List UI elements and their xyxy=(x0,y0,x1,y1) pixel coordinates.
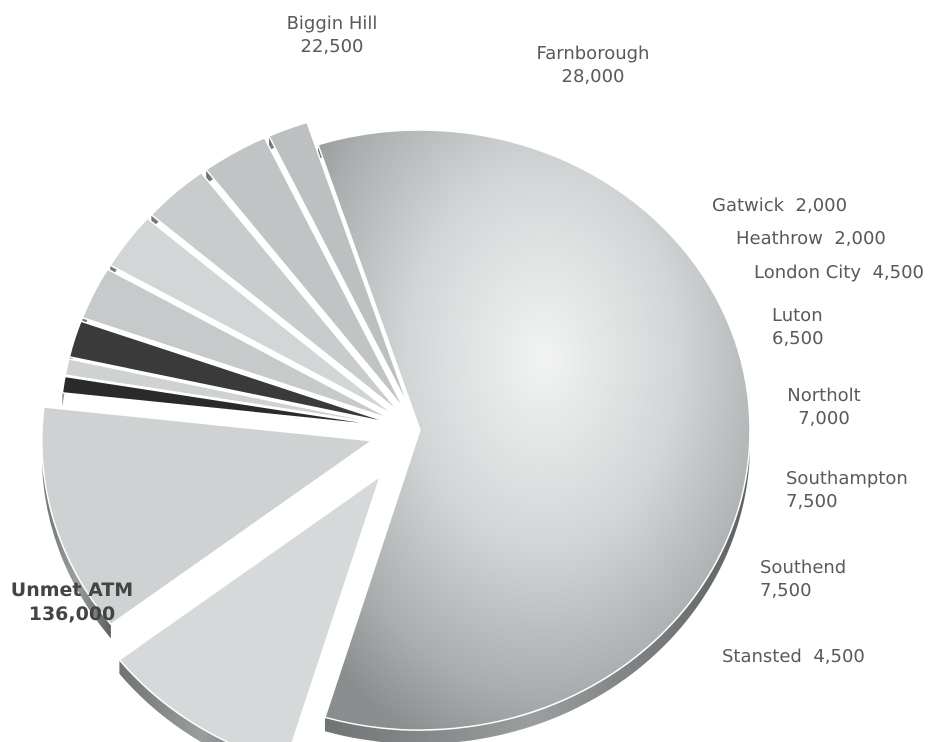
slice-label-northolt: Northolt 7,000 xyxy=(786,384,862,430)
slice-name: Biggin Hill xyxy=(286,13,378,34)
pie-slice-stansted xyxy=(267,121,410,409)
slice-value: 4,500 xyxy=(872,262,924,283)
slice-label-stansted: Stansted 4,500 xyxy=(722,645,865,668)
pie-slice-unmet-atm xyxy=(317,129,751,731)
pie-slice-heathrow xyxy=(64,358,391,427)
pie-slice-farnborough xyxy=(41,406,374,626)
slice-name: Luton xyxy=(772,305,823,326)
slice-label-southend: Southend 7,500 xyxy=(760,556,846,602)
slice-value: 2,000 xyxy=(795,195,848,216)
slice-label-biggin-hill: Biggin Hill 22,500 xyxy=(272,12,392,58)
slice-name: London City xyxy=(754,262,861,283)
pie-slice-southend xyxy=(205,136,406,410)
slice-name: Southampton xyxy=(786,468,908,489)
slice-value: 2,000 xyxy=(834,228,886,249)
slice-label-luton: Luton 6,500 xyxy=(772,304,824,350)
pie-slice-london-city xyxy=(68,320,392,424)
pie-slice-southampton xyxy=(150,171,401,413)
slice-name: Southend xyxy=(760,557,847,578)
slice-value: 6,500 xyxy=(772,328,824,349)
pie-slice-luton xyxy=(81,268,394,421)
slice-name: Unmet ATM xyxy=(10,579,134,601)
slice-name: Gatwick xyxy=(712,195,785,216)
slice-value: 7,500 xyxy=(786,491,838,512)
slice-label-heathrow: Heathrow 2,000 xyxy=(736,227,886,250)
slice-value: 7,500 xyxy=(760,580,812,601)
slice-label-farnborough: Farnborough 28,000 xyxy=(518,42,668,88)
slice-name: Northolt xyxy=(787,385,861,406)
slice-value: 136,000 xyxy=(28,603,116,625)
slice-value: 28,000 xyxy=(561,66,625,87)
slice-name: Farnborough xyxy=(536,43,650,64)
slice-label-unmet-atm: Unmet ATM 136,000 xyxy=(8,578,136,626)
slice-name: Heathrow xyxy=(736,228,823,249)
slice-name: Stansted xyxy=(722,646,802,667)
slice-label-london-city: London City 4,500 xyxy=(754,261,924,284)
pie-slice-biggin-hill xyxy=(118,474,382,742)
slice-label-gatwick: Gatwick 2,000 xyxy=(712,194,847,217)
slice-value: 4,500 xyxy=(813,646,865,667)
pie-slice-northolt xyxy=(109,217,397,417)
pie-slice-gatwick xyxy=(61,375,391,428)
slice-value: 7,000 xyxy=(798,408,850,429)
slice-value: 22,500 xyxy=(300,36,364,57)
slice-label-southampton: Southampton 7,500 xyxy=(786,467,908,513)
